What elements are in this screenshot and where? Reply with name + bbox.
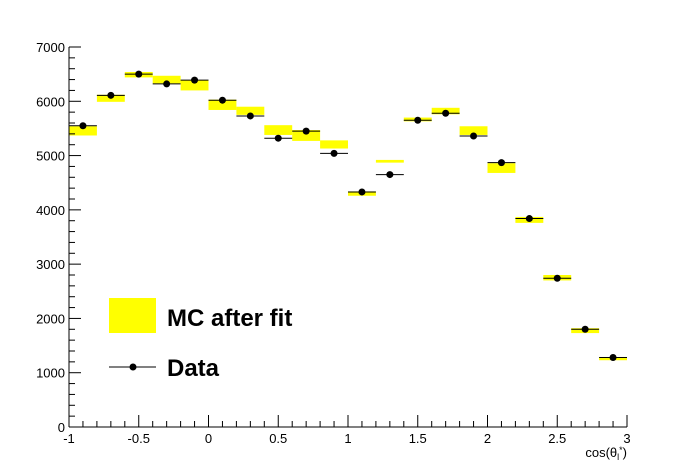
legend-mc-label: MC after fit — [167, 305, 292, 332]
y-tick-label: 3000 — [36, 257, 65, 272]
x-tick-label: 1 — [344, 431, 351, 446]
data-point — [96, 91, 125, 99]
x-tick-label: 0.5 — [269, 431, 287, 446]
x-tick-label: -1 — [63, 431, 75, 446]
data-point-marker — [79, 122, 87, 130]
x-tick-label: -0.5 — [128, 431, 150, 446]
data-point — [236, 112, 265, 120]
y-tick-label: 2000 — [36, 311, 65, 326]
y-tick-label: 6000 — [36, 94, 65, 109]
data-point-marker — [497, 159, 505, 167]
data-point — [124, 70, 153, 78]
data-point-marker — [107, 91, 115, 99]
data-point-marker — [246, 112, 254, 120]
data-point — [543, 274, 572, 282]
mc-band-bin — [180, 80, 209, 91]
data-point-marker — [414, 116, 422, 124]
data-point-marker — [609, 354, 617, 362]
x-tick-label: 3 — [623, 431, 630, 446]
mc-band-bin — [69, 126, 97, 136]
y-tick-label: 7000 — [36, 40, 65, 55]
data-point-marker — [218, 96, 226, 104]
data-point-marker — [163, 80, 171, 88]
legend-data-label: Data — [167, 355, 220, 382]
mc-band-bin — [208, 99, 237, 110]
data-point-marker — [581, 325, 589, 333]
x-tick-label: 0 — [205, 431, 212, 446]
data-points-layer — [69, 70, 627, 362]
x-tick-label: 2 — [484, 431, 491, 446]
data-point — [487, 159, 516, 167]
data-point — [264, 134, 293, 142]
data-point — [375, 171, 404, 179]
y-axis-ticks: 0 1000 2000 3000 4000 5000 6000 7000 — [36, 40, 81, 435]
data-point-marker — [358, 188, 366, 196]
data-point — [599, 354, 627, 362]
y-tick-label: 0 — [58, 420, 65, 435]
mc-band-bin — [292, 130, 321, 141]
data-point — [152, 80, 181, 88]
legend-data-marker — [129, 363, 137, 371]
x-axis-title: cos(θl*) — [585, 445, 627, 462]
data-point — [431, 109, 460, 117]
data-point-marker — [470, 132, 478, 140]
data-point-marker — [191, 76, 199, 84]
data-point — [403, 116, 432, 124]
mc-band-bin — [487, 163, 516, 173]
x-tick-label: 2.5 — [548, 431, 566, 446]
y-tick-label: 1000 — [36, 366, 65, 381]
data-point-marker — [553, 274, 561, 282]
mc-band-bin — [320, 140, 348, 149]
data-point — [515, 215, 544, 223]
x-tick-label: 1.5 — [409, 431, 427, 446]
data-point-marker — [302, 127, 310, 135]
y-tick-label: 4000 — [36, 203, 65, 218]
mc-band-bin — [375, 159, 404, 163]
data-point-marker — [330, 149, 338, 157]
data-point — [292, 127, 321, 135]
data-point — [459, 132, 488, 140]
data-point-marker — [274, 134, 282, 142]
mc-band-bin — [236, 106, 265, 115]
data-point-marker — [135, 70, 143, 78]
legend-mc-swatch — [109, 298, 156, 333]
mc-band-bin — [459, 126, 488, 135]
legend: MC after fit Data — [109, 298, 292, 382]
data-point — [571, 325, 600, 333]
data-point — [320, 149, 348, 157]
mc-band-bin — [152, 75, 181, 84]
mc-band-bin — [264, 125, 293, 135]
x-axis-ticks: -1 -0.5 0 0.5 1 1.5 2 2.5 3 — [63, 415, 631, 446]
data-point-marker — [525, 215, 533, 223]
data-point — [208, 96, 237, 104]
data-point — [180, 76, 209, 84]
data-point-marker — [442, 109, 450, 117]
data-point — [348, 188, 376, 196]
axes: -1 -0.5 0 0.5 1 1.5 2 2.5 3 0 1000 2000 3000 4000 500… — [36, 40, 631, 462]
data-point-marker — [386, 171, 394, 179]
data-point — [69, 122, 97, 130]
y-tick-label: 5000 — [36, 149, 65, 164]
